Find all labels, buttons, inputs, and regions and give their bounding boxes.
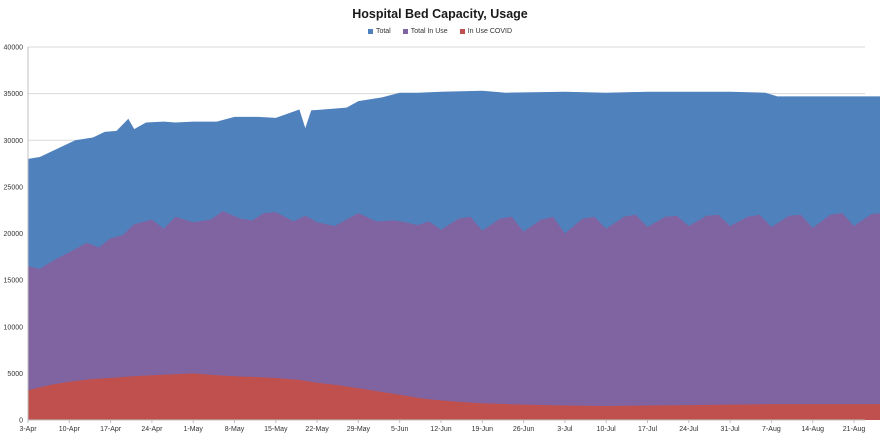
x-tick-label-10-Apr: 10-Apr: [59, 426, 81, 433]
chart-title: Hospital Bed Capacity, Usage: [352, 7, 528, 21]
x-tick-label-14-Aug: 14-Aug: [801, 426, 824, 433]
area-series-total-in-use: [28, 211, 880, 420]
x-tick-label-31-Jul: 31-Jul: [721, 426, 741, 433]
y-tick-label-40000: 40000: [4, 45, 24, 52]
area-series-in-use-covid: [28, 373, 880, 420]
x-tick-label-15-May: 15-May: [264, 426, 288, 433]
x-tick-label-26-Jun: 26-Jun: [513, 426, 535, 433]
y-tick-label-10000: 10000: [4, 324, 24, 331]
x-tick-label-21-Aug: 21-Aug: [843, 426, 866, 433]
x-tick-label-24-Apr: 24-Apr: [141, 426, 163, 433]
x-tick-label-8-May: 8-May: [225, 426, 245, 433]
legend-swatch-in-use-covid: [459, 29, 465, 34]
legend: Total Total In Use In Use COVID: [0, 28, 880, 35]
legend-item-in-use-covid: In Use COVID: [459, 28, 513, 35]
legend-swatch-total: [367, 29, 373, 34]
x-tick-label-22-May: 22-May: [305, 426, 329, 433]
y-tick-label-5000: 5000: [7, 371, 23, 378]
legend-item-total: Total: [367, 28, 391, 35]
x-tick-label-1-May: 1-May: [183, 426, 203, 433]
legend-label-in-use-covid: In Use COVID: [467, 28, 513, 35]
y-tick-label-25000: 25000: [4, 184, 24, 191]
x-tick-label-10-Jul: 10-Jul: [597, 426, 617, 433]
x-tick-label-24-Jul: 24-Jul: [679, 426, 699, 433]
x-tick-label-17-Apr: 17-Apr: [100, 426, 122, 433]
x-tick-label-12-Jun: 12-Jun: [430, 426, 452, 433]
x-tick-label-3-Jul: 3-Jul: [557, 426, 573, 433]
x-tick-label-3-Apr: 3-Apr: [19, 426, 37, 433]
y-tick-label-20000: 20000: [4, 231, 24, 238]
y-tick-label-0: 0: [19, 418, 23, 425]
x-tick-label-19-Jun: 19-Jun: [472, 426, 494, 433]
y-tick-label-15000: 15000: [4, 278, 24, 285]
x-tick-label-5-Jun: 5-Jun: [391, 426, 409, 433]
legend-label-total-in-use: Total In Use: [410, 28, 448, 35]
legend-swatch-total-in-use: [402, 29, 408, 34]
x-tick-label-17-Jul: 17-Jul: [638, 426, 658, 433]
y-tick-label-35000: 35000: [4, 91, 24, 98]
x-tick-label-29-May: 29-May: [347, 426, 371, 433]
y-tick-label-30000: 30000: [4, 138, 24, 145]
legend-label-total: Total: [375, 28, 391, 35]
x-tick-label-7-Aug: 7-Aug: [762, 426, 781, 433]
legend-item-total-in-use: Total In Use: [402, 28, 448, 35]
